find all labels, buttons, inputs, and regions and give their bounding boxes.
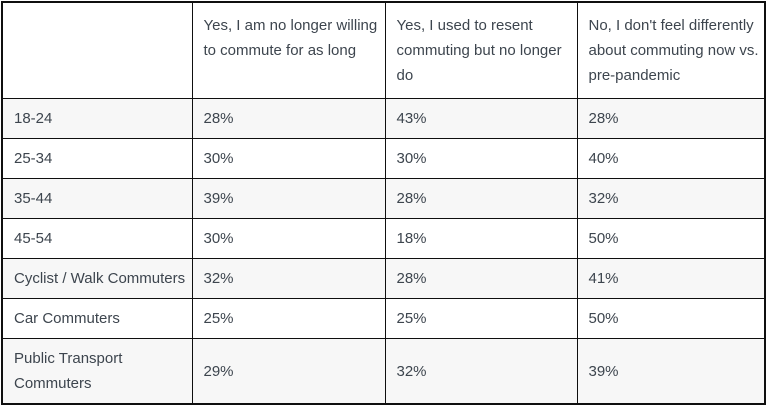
data-cell: 50% — [576, 218, 766, 259]
row-label: 25-34 — [1, 138, 193, 179]
data-cell: 29% — [191, 338, 386, 405]
column-header-used-to-resent: Yes, I used to resent commuting but no l… — [384, 1, 578, 99]
table-row-45-54: 45-54 30% 18% 50% — [1, 218, 766, 259]
row-label: 18-24 — [1, 98, 193, 139]
row-label: 45-54 — [1, 218, 193, 259]
data-cell: 28% — [384, 178, 578, 219]
data-cell: 25% — [384, 298, 578, 339]
data-cell: 32% — [384, 338, 578, 405]
data-cell: 32% — [576, 178, 766, 219]
data-cell: 50% — [576, 298, 766, 339]
data-cell: 39% — [191, 178, 386, 219]
table-row-35-44: 35-44 39% 28% 32% — [1, 178, 766, 219]
data-cell: 30% — [191, 138, 386, 179]
data-cell: 28% — [576, 98, 766, 139]
data-cell: 28% — [191, 98, 386, 139]
table-row-25-34: 25-34 30% 30% 40% — [1, 138, 766, 179]
data-cell: 18% — [384, 218, 578, 259]
data-cell: 25% — [191, 298, 386, 339]
table-row-car: Car Commuters 25% 25% 50% — [1, 298, 766, 339]
data-cell: 39% — [576, 338, 766, 405]
data-cell: 40% — [576, 138, 766, 179]
data-cell: 30% — [384, 138, 578, 179]
row-label: 35-44 — [1, 178, 193, 219]
row-label: Public Transport Commuters — [1, 338, 193, 405]
table-row-18-24: 18-24 28% 43% 28% — [1, 98, 766, 139]
data-cell: 43% — [384, 98, 578, 139]
header-row: Yes, I am no longer willing to commute f… — [1, 1, 766, 99]
table-row-cyclist-walk: Cyclist / Walk Commuters 32% 28% 41% — [1, 258, 766, 299]
data-cell: 41% — [576, 258, 766, 299]
corner-cell — [1, 1, 193, 99]
data-cell: 28% — [384, 258, 578, 299]
data-cell: 32% — [191, 258, 386, 299]
row-label: Cyclist / Walk Commuters — [1, 258, 193, 299]
table-row-public-transport: Public Transport Commuters 29% 32% 39% — [1, 338, 766, 405]
column-header-no-difference: No, I don't feel differently about commu… — [576, 1, 766, 99]
row-label: Car Commuters — [1, 298, 193, 339]
data-cell: 30% — [191, 218, 386, 259]
column-header-no-longer-willing: Yes, I am no longer willing to commute f… — [191, 1, 386, 99]
